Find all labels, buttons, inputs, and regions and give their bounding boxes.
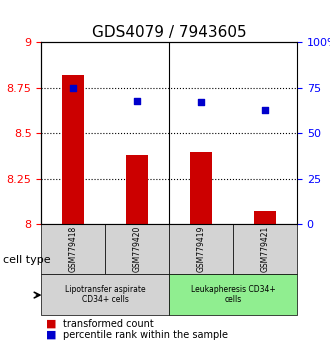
Bar <box>254 211 276 224</box>
Text: ■: ■ <box>46 319 57 329</box>
Bar <box>62 75 84 224</box>
Point <box>262 107 268 113</box>
Text: ■: ■ <box>46 330 57 339</box>
Text: Leukapheresis CD34+
cells: Leukapheresis CD34+ cells <box>191 285 276 304</box>
Text: GSM779418: GSM779418 <box>69 226 78 272</box>
FancyBboxPatch shape <box>41 224 105 274</box>
Point <box>135 98 140 103</box>
FancyBboxPatch shape <box>105 224 169 274</box>
Bar <box>190 152 212 224</box>
Text: GSM779420: GSM779420 <box>133 226 142 272</box>
Title: GDS4079 / 7943605: GDS4079 / 7943605 <box>92 25 247 40</box>
Text: Lipotransfer aspirate
CD34+ cells: Lipotransfer aspirate CD34+ cells <box>65 285 146 304</box>
Bar <box>126 155 148 224</box>
FancyBboxPatch shape <box>169 224 233 274</box>
FancyBboxPatch shape <box>169 274 297 315</box>
FancyBboxPatch shape <box>41 274 169 315</box>
Text: GSM779419: GSM779419 <box>197 226 206 272</box>
Text: GSM779421: GSM779421 <box>260 226 270 272</box>
Text: transformed count: transformed count <box>63 319 153 329</box>
Text: cell type: cell type <box>3 255 51 265</box>
FancyBboxPatch shape <box>233 224 297 274</box>
Point <box>71 85 76 91</box>
Text: percentile rank within the sample: percentile rank within the sample <box>63 330 228 339</box>
Point <box>198 99 204 105</box>
